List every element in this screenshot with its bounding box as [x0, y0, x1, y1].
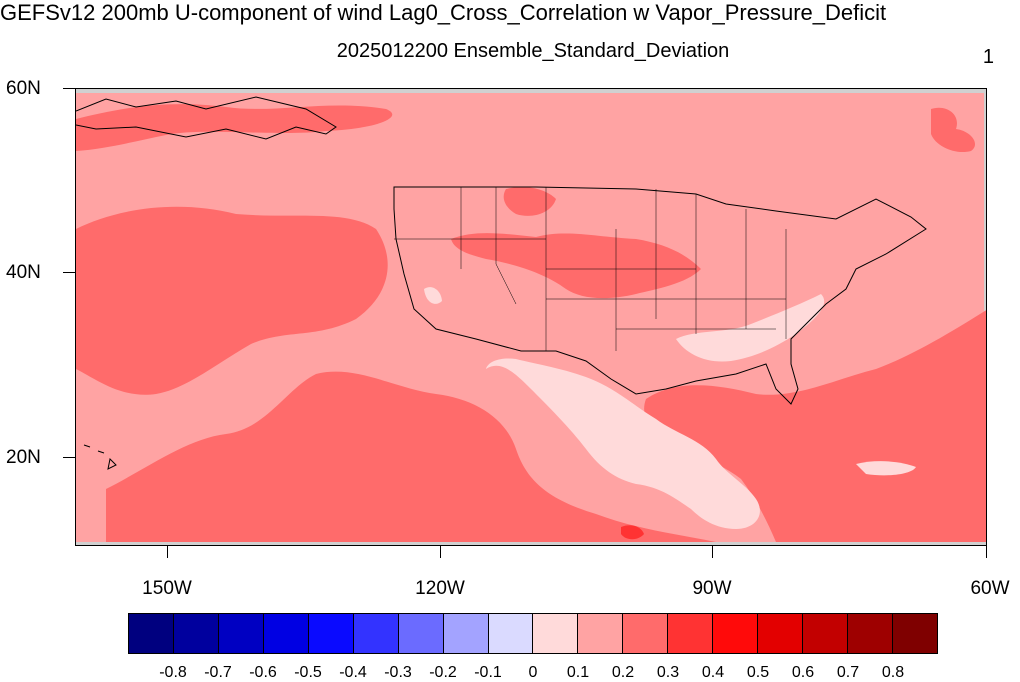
alaska-coast [76, 96, 337, 140]
colorbar-box [443, 614, 489, 653]
lat-label-20n: 20N [6, 447, 41, 468]
lon-label-60w: 60W [970, 578, 1010, 599]
colorbar-box [623, 614, 669, 653]
colorbar-box [218, 614, 264, 653]
map-title: GEFSv12 200mb U-component of wind Lag0_C… [0, 0, 887, 25]
panel-number: 1 [982, 46, 994, 68]
colorbar-label: -0.4 [339, 664, 367, 681]
colorbar-box [129, 614, 174, 653]
colorbar-label: -0.8 [159, 664, 187, 681]
region-0.2-0.3-northern-rockies [503, 187, 556, 216]
colorbar-label: 0.2 [611, 664, 635, 681]
region-0.2-0.3-south-pacific [106, 371, 716, 542]
colorbar-box [848, 614, 893, 653]
lat-tick-60n [63, 88, 75, 89]
lon-label-150w: 150W [142, 578, 192, 599]
colorbar-label: -0.5 [294, 664, 322, 681]
colorbar-label: -0.6 [249, 664, 277, 681]
lon-tick-90w [712, 546, 713, 558]
state-lines [394, 187, 787, 351]
colorbar-box [892, 614, 937, 653]
lat-label-60n: 60N [6, 78, 41, 99]
colorbar-label: 0.1 [566, 664, 590, 681]
lon-label-120w: 120W [415, 578, 465, 599]
lat-label-40n: 40N [6, 262, 41, 283]
colorbar-box [578, 614, 624, 653]
colorbar-label: -0.2 [429, 664, 457, 681]
colorbar-box [353, 614, 399, 653]
colorbar-label: 0.3 [656, 664, 680, 681]
colorbar-box [758, 614, 804, 653]
colorbar-box [488, 614, 534, 653]
region-0.2-0.3-atlantic-north [931, 107, 976, 153]
region-0-0.1-caribbean [856, 461, 916, 476]
colorbar-box [173, 614, 219, 653]
colorbar-label: 0.8 [881, 664, 905, 681]
region-0-0.1-mexico [486, 358, 760, 529]
map-subtitle: 2025012200 Ensemble_Standard_Deviation [336, 40, 730, 62]
region-0.2-0.3-gulf-caribbean [644, 310, 986, 542]
region-0-0.1-great-basin [424, 287, 442, 304]
colorbar-label: 0.4 [701, 664, 725, 681]
region-0.2-0.3-central-pacific [76, 206, 388, 395]
hawaii-islands [83, 444, 117, 470]
colorbar-box [713, 614, 759, 653]
colorbar-box [668, 614, 714, 653]
colorbar-label: -0.3 [384, 664, 412, 681]
coastline-overlay [76, 96, 927, 470]
conus-outline [393, 186, 927, 405]
colorbar [128, 613, 938, 654]
lon-tick-120w [440, 546, 441, 558]
colorbar-box [533, 614, 579, 653]
colorbar-box [398, 614, 444, 653]
lon-tick-150w [167, 546, 168, 558]
lon-tick-60w [986, 546, 987, 558]
colorbar-label: -0.1 [474, 664, 502, 681]
colorbar-box [803, 614, 848, 653]
missing-data-top [76, 89, 986, 93]
colorbar-label: -0.7 [204, 664, 232, 681]
map-plot-area [75, 88, 987, 546]
colorbar-label: 0.7 [836, 664, 860, 681]
colorbar-box [308, 614, 354, 653]
colorbar-label: 0.5 [746, 664, 770, 681]
region-0.2-0.3-great-plains [451, 233, 701, 299]
correlation-field [76, 89, 986, 545]
colorbar-label: 0 [528, 664, 538, 681]
missing-data-bottom [76, 542, 986, 545]
lon-label-90w: 90W [692, 578, 732, 599]
colorbar-box [263, 614, 309, 653]
region-0.3-0.4-mexico-pacific [621, 525, 644, 540]
region-0.2-0.3-north-pacific [76, 104, 393, 151]
lat-tick-20n [63, 457, 75, 458]
colorbar-label: 0.6 [791, 664, 815, 681]
region-0-0.1-southeast-us [676, 294, 825, 362]
lat-tick-40n [63, 272, 75, 273]
